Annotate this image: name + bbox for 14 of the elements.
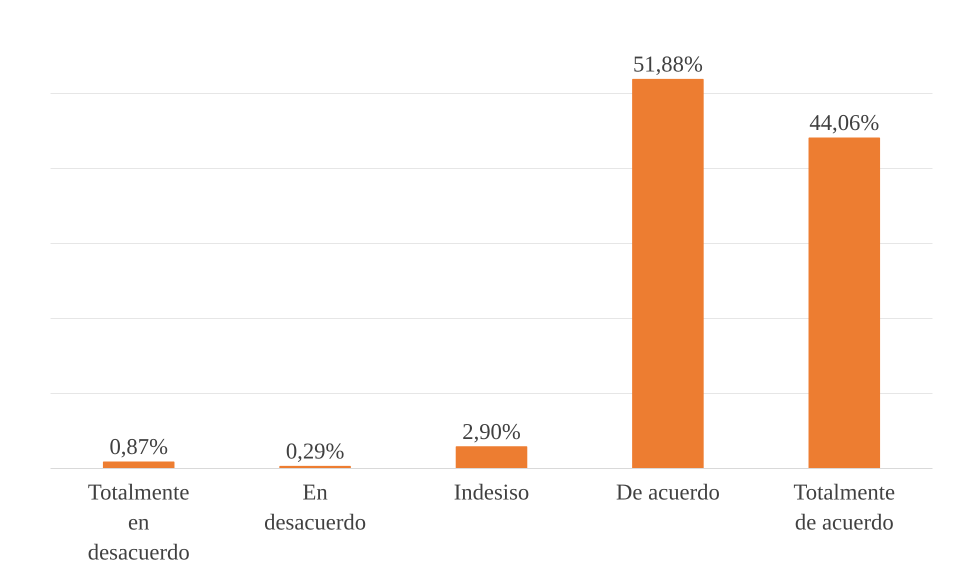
data-label: 44,06% xyxy=(809,110,880,136)
bar xyxy=(456,446,528,468)
x-tick-label: Totalmente de acuerdo xyxy=(794,480,896,534)
data-label: 2,90% xyxy=(462,418,521,444)
x-tick-label: En desacuerdo xyxy=(264,480,366,534)
data-label: 0,87% xyxy=(109,434,168,459)
data-label: 0,29% xyxy=(286,438,344,464)
bar xyxy=(102,461,174,468)
x-tick-label: De acuerdo xyxy=(616,480,720,504)
x-tick-label: Indesiso xyxy=(454,480,530,504)
data-label: 51,88% xyxy=(632,51,703,76)
x-tick-label: Totalmente en desacuerdo xyxy=(88,480,190,564)
bar xyxy=(632,78,704,468)
bar xyxy=(808,138,880,468)
